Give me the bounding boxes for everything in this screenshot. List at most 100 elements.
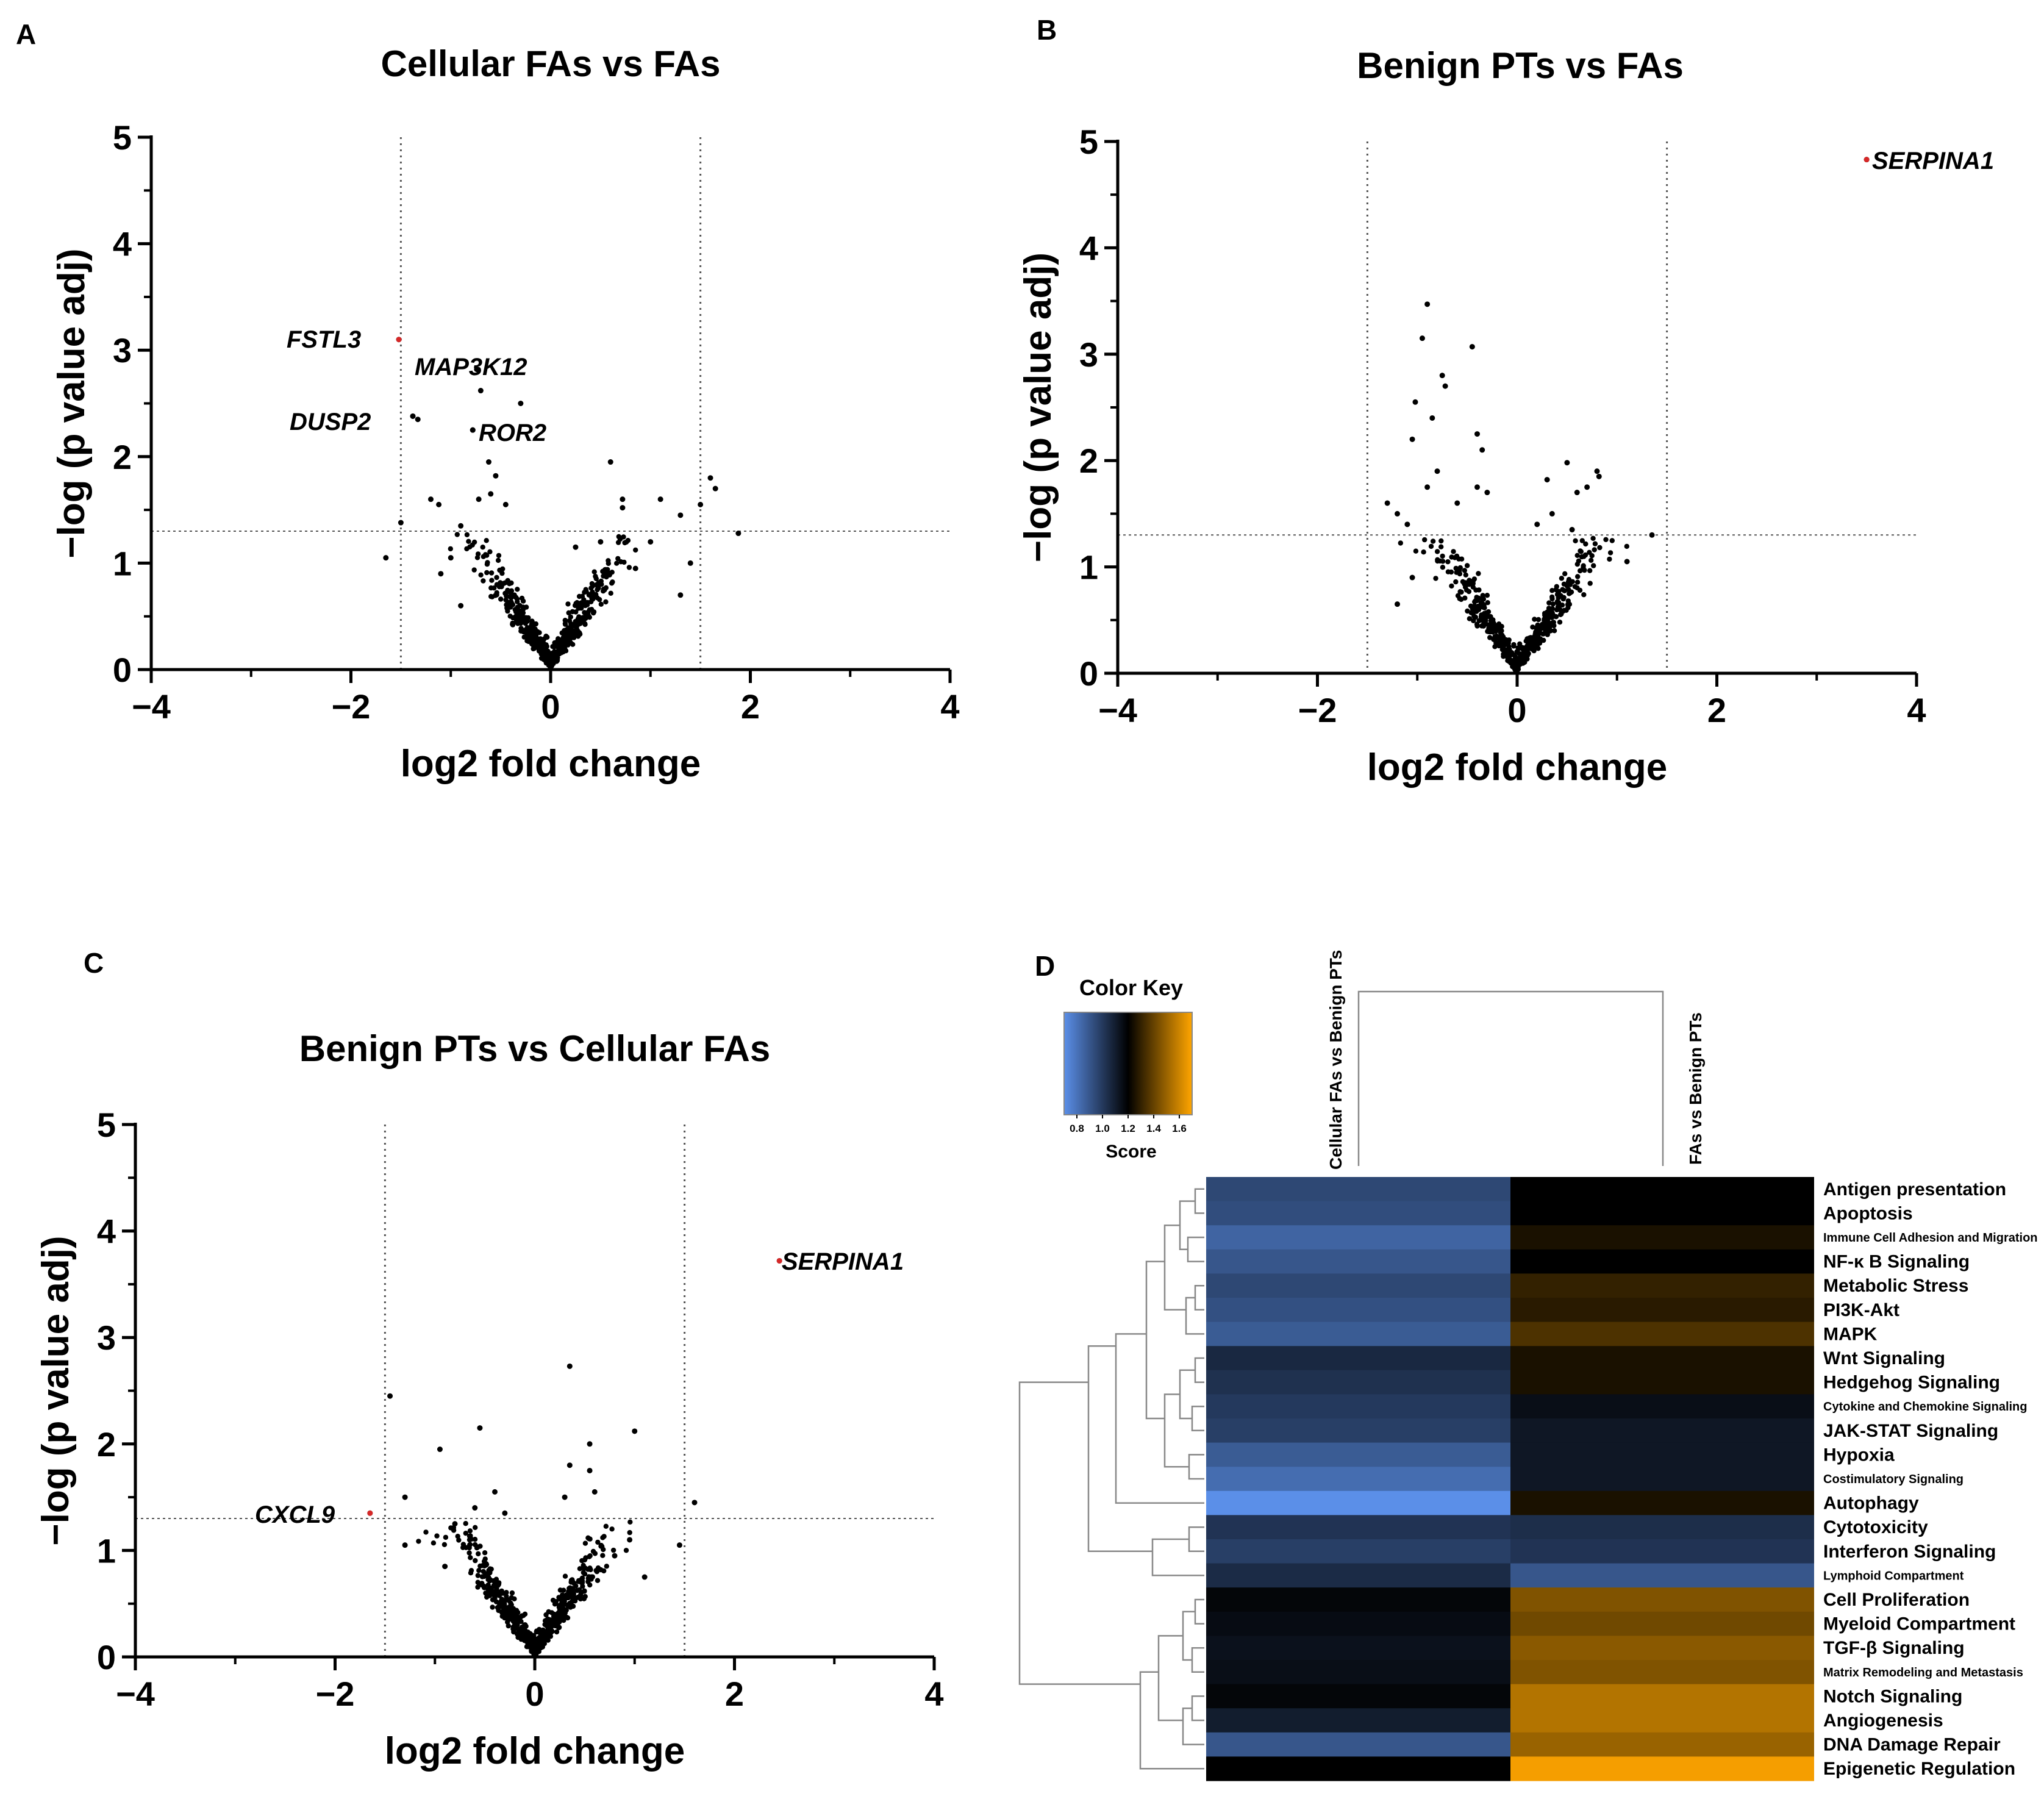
row-label: Interferon Signaling (1823, 1542, 1996, 1562)
row-label: Matrix Remodeling and Metastasis (1823, 1666, 2023, 1679)
gene-point (428, 496, 434, 503)
gene-point (620, 505, 626, 511)
x-tick-label: 4 (940, 687, 959, 726)
row-label: Costimulatory Signaling (1823, 1473, 1964, 1486)
heatmap-cell (1206, 1177, 1510, 1202)
gene-point (1569, 527, 1575, 533)
heatmap-cell (1206, 1611, 1510, 1636)
gene-point (1404, 521, 1410, 528)
heatmap-cell (1510, 1273, 1814, 1298)
gene-point (468, 1555, 473, 1561)
heatmap-cell (1206, 1587, 1510, 1612)
gene-point (587, 1467, 593, 1473)
gene-point (1603, 537, 1609, 542)
gene-point (1501, 646, 1507, 652)
gene-point (587, 1441, 593, 1447)
gene-point (484, 570, 490, 576)
gene-point (504, 1590, 509, 1595)
gene-point (588, 585, 594, 591)
gene-point (518, 613, 524, 620)
chart-title: Cellular FAs vs FAs (381, 43, 721, 84)
gene-point (508, 1600, 513, 1606)
row-label: Cell Proliferation (1823, 1590, 1970, 1610)
row-label: MAPK (1823, 1324, 1878, 1344)
gene-point (1522, 659, 1528, 665)
gene-point (1564, 460, 1570, 466)
gene-point (516, 1616, 521, 1622)
gene-point (1546, 600, 1552, 606)
row-dendrogram-branch (1194, 1284, 1204, 1311)
gene-point (1462, 568, 1467, 573)
heatmap-cell (1510, 1322, 1814, 1347)
gene-point (610, 1547, 616, 1553)
gene-point (476, 496, 482, 503)
heatmap-cell (1206, 1515, 1510, 1540)
column-dendrogram (1357, 990, 1664, 1166)
gene-point (1463, 572, 1468, 578)
heatmap-cell (1206, 1418, 1510, 1443)
row-dendrogram-branch (1194, 1357, 1204, 1383)
gene-point (495, 557, 501, 563)
gene-point (1457, 571, 1463, 577)
heatmap-cell (1206, 1756, 1510, 1781)
gene-point (610, 579, 615, 585)
y-tick-label: 4 (97, 1212, 116, 1251)
heatmap-cell (1206, 1394, 1510, 1419)
gene-point (691, 1500, 698, 1506)
gene-point (1649, 532, 1655, 538)
gene-point (1594, 468, 1600, 474)
gene-point (1464, 563, 1470, 568)
heatmap-cell (1510, 1708, 1814, 1733)
gene-point (505, 578, 510, 584)
gene-point (509, 595, 514, 601)
gene-point (1491, 636, 1497, 642)
gene-point (1412, 399, 1418, 405)
gene-point (1484, 593, 1490, 598)
gene-point (1592, 547, 1597, 553)
gene-point (387, 1393, 393, 1399)
gene-point (620, 496, 626, 503)
gene-point (497, 567, 502, 573)
row-label: Lymphoid Compartment (1823, 1569, 1964, 1583)
gene-point (1515, 645, 1521, 651)
gene-point (576, 614, 582, 620)
gene-label: CXCL9 (255, 1501, 335, 1528)
highlighted-gene-point (1864, 157, 1870, 163)
gene-point (1560, 596, 1566, 602)
gene-point (571, 1580, 577, 1586)
gene-point (601, 586, 607, 592)
gene-point (488, 1585, 494, 1591)
y-tick-label: 1 (1079, 548, 1098, 587)
gene-point (1553, 614, 1559, 620)
chart-title: Benign PTs vs Cellular FAs (299, 1028, 770, 1069)
gene-point (577, 1595, 584, 1601)
gene-point (1562, 571, 1568, 576)
gene-point (1549, 588, 1555, 593)
row-label: Metabolic Stress (1823, 1276, 1968, 1296)
gene-point (510, 621, 515, 627)
gene-point (632, 1428, 638, 1434)
gene-point (492, 1595, 498, 1601)
x-axis-label: log2 fold change (401, 743, 701, 785)
y-tick-label: 0 (97, 1638, 116, 1676)
gene-point (448, 555, 454, 561)
gene-point (1484, 490, 1490, 496)
gene-point (604, 1564, 609, 1569)
row-label: Cytotoxicity (1823, 1517, 1928, 1537)
gene-point (572, 603, 578, 609)
gene-point (509, 1590, 515, 1596)
gene-point (398, 520, 404, 526)
gene-point (1478, 617, 1484, 623)
gene-point (569, 1599, 574, 1604)
gene-point (1430, 538, 1436, 544)
gene-point (1584, 484, 1590, 490)
color-key-tick-label: 1.6 (1172, 1123, 1187, 1134)
heatmap-cell (1206, 1442, 1510, 1467)
gene-point (488, 593, 494, 599)
x-tick-label: 2 (725, 1675, 744, 1713)
gene-point (677, 592, 684, 598)
gene-point (458, 603, 464, 609)
gene-point (507, 1604, 513, 1610)
row-dendrogram-branch (1191, 1405, 1204, 1432)
color-key-bar (1063, 1012, 1193, 1115)
